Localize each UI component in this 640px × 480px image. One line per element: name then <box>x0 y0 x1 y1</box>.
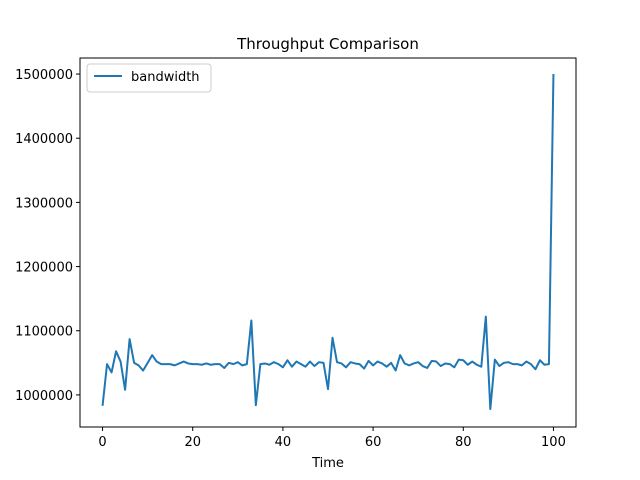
plot-area <box>101 74 555 411</box>
chart-title: Throughput Comparison <box>236 35 419 53</box>
y-axis: 1000000 1100000 1200000 1300000 1400000 15000… <box>15 68 80 404</box>
y-tick-label: 1300000 <box>15 196 73 211</box>
x-tick-label: 40 <box>275 435 292 450</box>
x-tick-label: 20 <box>184 435 201 450</box>
legend: bandwidth <box>86 63 212 93</box>
y-tick-label: 1000000 <box>15 389 73 404</box>
legend-label-bandwidth: bandwidth <box>131 70 200 85</box>
y-tick-label: 1500000 <box>15 68 73 83</box>
legend-box <box>86 63 212 93</box>
x-axis: 0 20 40 60 80 100 <box>98 427 566 450</box>
axes-frame <box>79 57 577 428</box>
y-tick-label: 1400000 <box>15 132 73 147</box>
x-axis-label: Time <box>311 456 344 471</box>
x-tick-label: 100 <box>541 435 566 450</box>
y-tick-label: 1200000 <box>15 261 73 276</box>
x-tick-label: 80 <box>455 435 472 450</box>
y-tick-label: 1100000 <box>15 325 73 340</box>
x-tick-label: 0 <box>98 435 106 450</box>
x-tick-label: 60 <box>365 435 382 450</box>
